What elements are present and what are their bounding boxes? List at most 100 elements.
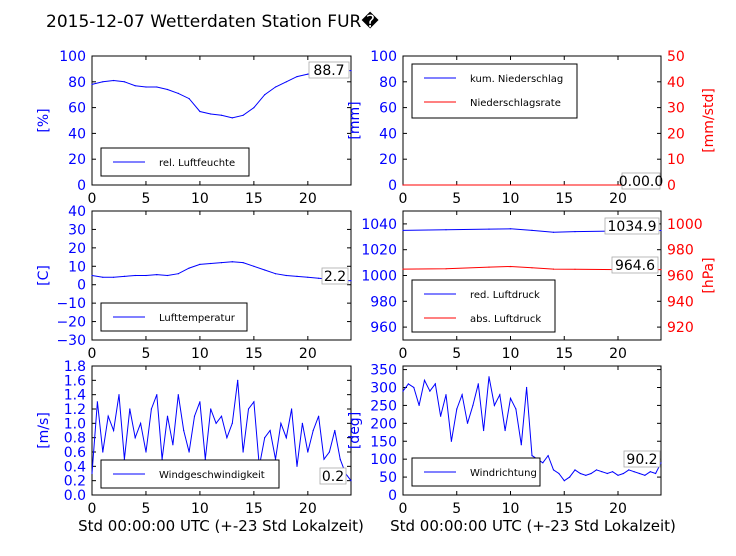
y-tick-label-windspeed: 0.2 [64, 474, 86, 490]
data-point-windspeed [177, 394, 179, 396]
x-tick-label-pressure: 5 [452, 346, 461, 362]
x-tick-label-humidity: 15 [245, 191, 263, 207]
data-point-winddirection [660, 462, 662, 464]
x-axis-label-right: Std 00:00:00 UTC (+-23 Std Lokalzeit) [390, 517, 676, 535]
y-tick-label-winddirection: 100 [370, 452, 397, 468]
y-tick-label-pressure: 980 [370, 294, 397, 310]
x-tick-label-precipitation: 15 [555, 191, 573, 207]
series-line-temperature-0 [91, 261, 352, 282]
data-point-winddirection [440, 415, 442, 417]
x-tick-label-winddirection: 20 [609, 501, 627, 517]
data-point-temperature [210, 262, 212, 265]
x-tick-label-humidity: 20 [299, 191, 317, 207]
legend-label-precipitation: kum. Niederschlag [470, 74, 563, 85]
data-point-humidity [102, 81, 104, 83]
data-point-windspeed [140, 422, 142, 424]
chart-title: 2015-12-07 Wetterdaten Station FUR� [46, 11, 379, 32]
data-point-humidity [231, 117, 233, 119]
data-point-winddirection [649, 471, 651, 473]
data-point-temperature [220, 262, 223, 264]
x-tick-label-temperature: 10 [191, 346, 209, 362]
data-point-pressure [574, 268, 576, 270]
x-tick-label-precipitation: 5 [452, 191, 461, 207]
data-point-winddirection [407, 383, 409, 385]
data-point-temperature [231, 261, 233, 263]
y-tick-label-temperature: 0 [77, 278, 86, 294]
y2-tick-label-pressure: 920 [667, 320, 694, 336]
data-point-windspeed [172, 444, 174, 446]
data-point-humidity [296, 76, 298, 78]
data-point-pressure [445, 268, 447, 270]
y-tick-label-windspeed: 0.6 [64, 445, 86, 461]
data-point-winddirection [622, 472, 625, 475]
data-point-temperature [188, 267, 190, 269]
y-tick-label-pressure: 1020 [361, 243, 397, 259]
y-tick-label-humidity: 60 [68, 101, 86, 117]
y-tick-label-windspeed: 1.6 [64, 373, 86, 389]
y-tick-label-temperature: 40 [68, 204, 86, 220]
y2-tick-label-precipitation: 40 [667, 75, 685, 91]
data-point-pressure [552, 268, 555, 270]
legend-box-precipitation [411, 63, 578, 119]
data-point-winddirection [601, 471, 603, 473]
y-tick-label-winddirection: 350 [370, 363, 397, 379]
data-point-windspeed [296, 465, 298, 467]
data-point-windspeed [280, 422, 282, 424]
data-point-windspeed [107, 415, 109, 417]
data-point-winddirection [509, 397, 512, 399]
data-point-windspeed [231, 422, 233, 424]
x-tick-label-precipitation: 0 [399, 191, 408, 207]
y2-tick-label-precipitation: 0 [667, 178, 676, 194]
y-tick-label-winddirection: 0 [388, 488, 397, 504]
y-tick-label-temperature: 10 [68, 259, 86, 275]
data-point-temperature [350, 280, 352, 282]
data-point-winddirection [612, 471, 614, 473]
y-tick-label-humidity: 20 [68, 152, 86, 168]
x-tick-label-temperature: 20 [299, 346, 317, 362]
data-point-humidity [91, 83, 93, 85]
data-point-winddirection [450, 440, 452, 442]
data-point-precipitation [402, 184, 404, 186]
x-tick-label-winddirection: 10 [502, 501, 520, 517]
y2-tick-label-precipitation: 10 [667, 152, 685, 168]
y-tick-label-temperature: −10 [56, 296, 86, 312]
y2-tick-label-precipitation: 30 [667, 101, 685, 117]
data-point-humidity [145, 86, 147, 88]
data-point-windspeed [210, 408, 212, 410]
y-tick-label-windspeed: 1.0 [64, 416, 86, 432]
data-point-humidity [123, 81, 125, 83]
y-tick-label-precipitation: 100 [370, 49, 397, 65]
legend-label-precipitation: Niederschlagsrate [470, 98, 561, 109]
data-point-winddirection [493, 404, 495, 406]
y-tick-label-humidity: 40 [68, 126, 86, 142]
data-point-winddirection [585, 474, 587, 476]
data-point-winddirection [483, 429, 485, 432]
data-point-pressure [445, 229, 447, 231]
data-point-winddirection [644, 474, 646, 476]
x-axis-label-left: Std 00:00:00 UTC (+-23 Std Lokalzeit) [78, 517, 364, 535]
data-point-windspeed [91, 472, 93, 475]
data-point-windspeed [350, 480, 352, 482]
data-point-humidity [253, 107, 255, 109]
data-point-humidity [307, 73, 309, 75]
value-label-box-pressure [611, 256, 659, 274]
y-tick-label-pressure: 1040 [361, 217, 397, 233]
x-tick-label-humidity: 5 [141, 191, 150, 207]
data-point-windspeed [113, 429, 115, 432]
value-label-winddirection: 90.2 [626, 452, 657, 468]
y-axis-label-precipitation: [mm] [347, 101, 363, 139]
data-point-humidity [274, 86, 277, 88]
legend-label-windspeed: Windgeschwindigkeit [159, 470, 265, 481]
data-point-winddirection [579, 472, 582, 475]
data-point-windspeed [129, 408, 131, 410]
plot-frame-humidity [91, 55, 352, 186]
data-point-winddirection [477, 383, 479, 385]
data-point-windspeed [269, 429, 271, 432]
data-point-winddirection [429, 390, 431, 392]
plot-frame-winddirection [402, 365, 662, 496]
data-point-pressure [509, 228, 512, 230]
data-point-windspeed [220, 415, 223, 417]
data-point-pressure [552, 231, 555, 233]
y-tick-label-windspeed: 1.2 [64, 402, 86, 418]
